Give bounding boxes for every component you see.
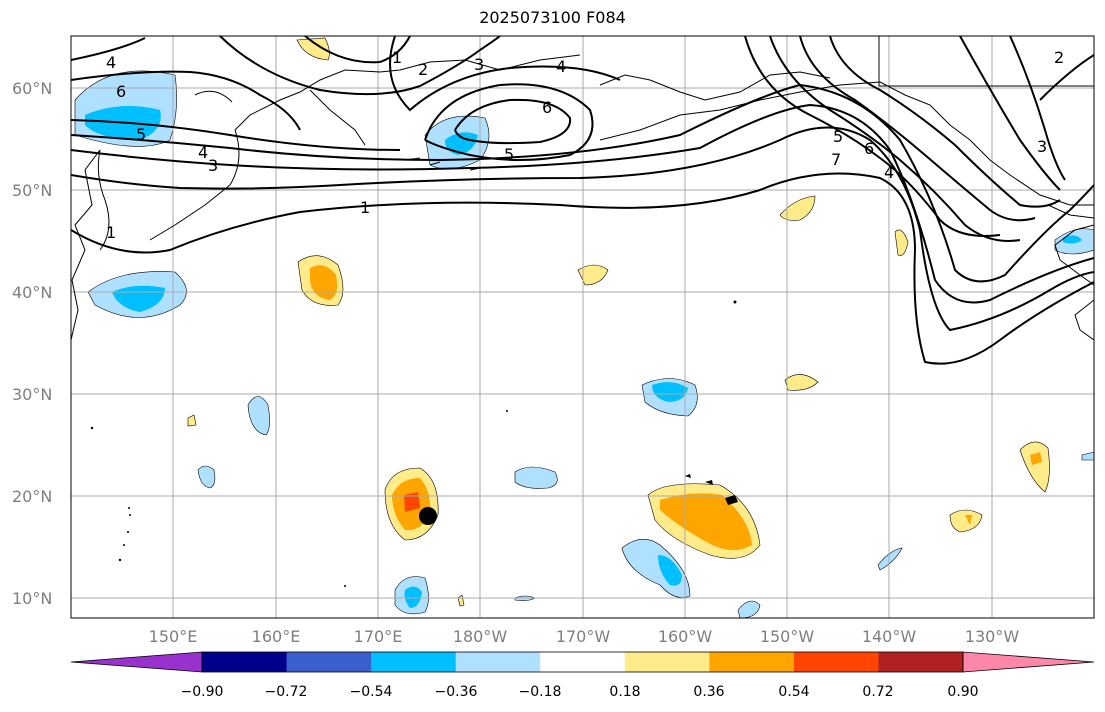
- contour-label: 1: [392, 48, 402, 67]
- contour-label: 5: [136, 125, 146, 144]
- colorbar-tick-labels: −0.90 −0.72 −0.54 −0.36 −0.18 0.18 0.36 …: [181, 684, 979, 700]
- lon-label: 170°E: [354, 627, 403, 646]
- lon-label: 150°W: [760, 627, 815, 646]
- positive-anomaly-mid: [660, 493, 752, 550]
- contour-label: 3: [208, 156, 218, 175]
- colorbar-tick-label: −0.36: [435, 684, 478, 700]
- contour-label: 5: [504, 145, 514, 164]
- positive-anomaly-mid: [1030, 452, 1042, 465]
- positive-anomaly-region: [894, 229, 909, 256]
- contour-label: 6: [864, 139, 874, 158]
- positive-anomaly-region: [784, 374, 819, 391]
- longitude-labels: 150°E 160°E 170°E 180°W 170°W 160°W 150°…: [149, 627, 1020, 646]
- contour-label: 4: [556, 57, 566, 76]
- lon-label: 170°W: [556, 627, 611, 646]
- colorbar-tick-label: −0.18: [519, 684, 562, 700]
- negative-anomaly-region: [247, 396, 270, 436]
- positive-anomaly-region: [949, 509, 983, 533]
- colorbar-tick-label: 0.72: [862, 684, 893, 700]
- colorbar-extend-high: [962, 651, 1095, 673]
- colorbar-extend-low: [70, 651, 203, 673]
- contour-label: 3: [1037, 137, 1047, 156]
- colorbar-segment: [455, 652, 541, 672]
- negative-anomaly-region: [737, 600, 761, 618]
- colorbar-tick-label: 0.54: [778, 684, 809, 700]
- lat-label: 40°N: [12, 283, 52, 302]
- colorbar-segment: [202, 652, 288, 672]
- lon-label: 130°W: [965, 627, 1020, 646]
- colorbar-tick-label: −0.54: [350, 684, 393, 700]
- lat-label: 50°N: [12, 181, 52, 200]
- colorbar-segment: [540, 652, 626, 672]
- lat-label: 10°N: [12, 589, 52, 608]
- contour-label: 2: [418, 60, 428, 79]
- negative-anomaly-core: [1063, 235, 1082, 244]
- colorbar-tick-label: −0.90: [181, 684, 224, 700]
- positive-anomaly-region: [1019, 441, 1050, 493]
- contour-label: 1: [360, 198, 370, 217]
- negative-anomaly-core: [404, 586, 422, 608]
- positive-anomaly-mid: [310, 265, 338, 300]
- positive-anomaly-region: [296, 37, 330, 61]
- plot-title: 2025073100 F084: [479, 8, 626, 27]
- contour-label: 7: [831, 150, 841, 169]
- contour-label: 6: [116, 82, 126, 101]
- lon-label: 180°W: [453, 627, 508, 646]
- lat-label: 30°N: [12, 385, 52, 404]
- positive-anomaly-high: [404, 492, 420, 512]
- negative-anomaly-core: [445, 132, 478, 155]
- positive-anomaly-region: [187, 414, 197, 427]
- colorbar-tick-label: 0.36: [693, 684, 724, 700]
- negative-anomaly-region: [877, 547, 903, 571]
- colorbar-tick-label: 0.90: [947, 684, 978, 700]
- colorbar-segment: [878, 652, 964, 672]
- colorbar-tick-label: 0.18: [609, 684, 640, 700]
- graticule: [71, 36, 1094, 618]
- contour-label: 2: [1054, 48, 1064, 67]
- contour-label: 4: [884, 163, 894, 182]
- latitude-labels: 60°N 50°N 40°N 30°N 20°N 10°N: [12, 79, 52, 608]
- colorbar-segment: [624, 652, 710, 672]
- colorbar-segment: [371, 652, 457, 672]
- lat-label: 60°N: [12, 79, 52, 98]
- map-frame: [70, 35, 1095, 619]
- contour-label: 1: [106, 223, 116, 242]
- negative-anomaly-region: [197, 465, 216, 489]
- contour-lines: [71, 36, 1094, 365]
- contour-label: 6: [542, 98, 552, 117]
- colorbar-segment: [286, 652, 372, 672]
- colorbar-segment: [793, 652, 879, 672]
- colorbar-tick-label: −0.72: [265, 684, 308, 700]
- lon-label: 140°W: [862, 627, 917, 646]
- negative-anomaly-core: [658, 555, 682, 586]
- islands: [90, 300, 738, 587]
- contour-label: 3: [474, 55, 484, 74]
- lon-label: 150°E: [149, 627, 198, 646]
- lat-label: 20°N: [12, 487, 52, 506]
- negative-anomaly-region: [514, 466, 558, 489]
- negative-anomaly-core: [652, 382, 688, 402]
- negative-anomaly-region: [1081, 451, 1094, 461]
- contour-label: 5: [833, 127, 843, 146]
- positive-anomaly-mid: [965, 515, 972, 525]
- contour-label-group: 4 6 5 4 3 1 1 2 3 4 6 5 1 5 6 7 4 3 2: [106, 48, 1064, 242]
- lon-label: 160°E: [252, 627, 301, 646]
- contour-label: 4: [106, 53, 116, 72]
- colorbar-outline: [201, 651, 964, 673]
- colorbar-segment: [709, 652, 795, 672]
- storm-center-dot: [419, 507, 437, 525]
- colorbar: [70, 651, 1095, 673]
- positive-anomaly-region: [577, 264, 609, 286]
- contour-label: 4: [198, 143, 208, 162]
- lon-label: 160°W: [658, 627, 713, 646]
